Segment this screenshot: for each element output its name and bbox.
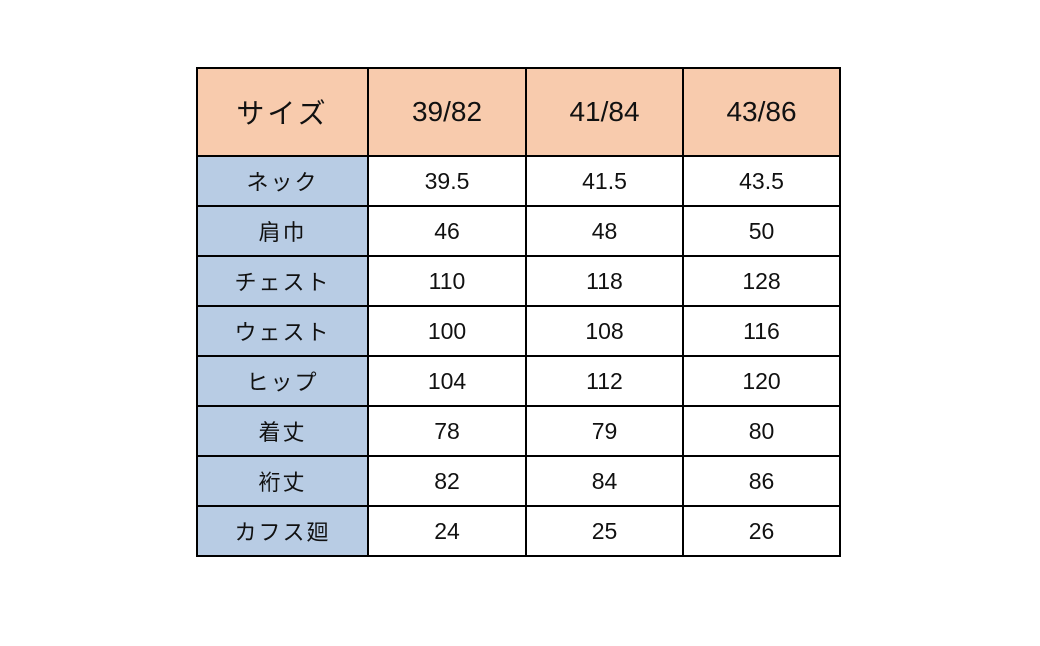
measurement-value-cell: 46 bbox=[367, 205, 527, 257]
measurement-value-cell: 79 bbox=[525, 405, 684, 457]
measurement-label-cell: 着丈 bbox=[196, 405, 369, 457]
measurement-value-cell: 50 bbox=[682, 205, 841, 257]
table-row: ウェスト 100 108 116 bbox=[196, 305, 841, 357]
measurement-value-cell: 48 bbox=[525, 205, 684, 257]
measurement-label-cell: 裄丈 bbox=[196, 455, 369, 507]
measurement-value-cell: 78 bbox=[367, 405, 527, 457]
measurement-label-cell: カフス廻 bbox=[196, 505, 369, 557]
measurement-value-cell: 118 bbox=[525, 255, 684, 307]
table-row: 着丈 78 79 80 bbox=[196, 405, 841, 457]
measurement-value-cell: 25 bbox=[525, 505, 684, 557]
table-row: ヒップ 104 112 120 bbox=[196, 355, 841, 407]
table-row: 肩巾 46 48 50 bbox=[196, 205, 841, 257]
measurement-value-cell: 112 bbox=[525, 355, 684, 407]
measurement-value-cell: 128 bbox=[682, 255, 841, 307]
measurement-label-cell: ウェスト bbox=[196, 305, 369, 357]
measurement-value-cell: 41.5 bbox=[525, 155, 684, 207]
measurement-value-cell: 108 bbox=[525, 305, 684, 357]
table-row: 裄丈 82 84 86 bbox=[196, 455, 841, 507]
measurement-value-cell: 24 bbox=[367, 505, 527, 557]
measurement-label-cell: ネック bbox=[196, 155, 369, 207]
measurement-value-cell: 120 bbox=[682, 355, 841, 407]
measurement-value-cell: 116 bbox=[682, 305, 841, 357]
measurement-value-cell: 39.5 bbox=[367, 155, 527, 207]
header-size-cell: 41/84 bbox=[525, 67, 684, 157]
measurement-label-cell: チェスト bbox=[196, 255, 369, 307]
size-chart-table: サイズ 39/82 41/84 43/86 ネック 39.5 41.5 43.5 肩巾 46 48 5… bbox=[196, 67, 841, 557]
header-row: サイズ 39/82 41/84 43/86 bbox=[196, 67, 841, 157]
measurement-value-cell: 26 bbox=[682, 505, 841, 557]
measurement-value-cell: 100 bbox=[367, 305, 527, 357]
table-row: チェスト 110 118 128 bbox=[196, 255, 841, 307]
measurement-value-cell: 104 bbox=[367, 355, 527, 407]
header-label-cell: サイズ bbox=[196, 67, 369, 157]
header-size-cell: 43/86 bbox=[682, 67, 841, 157]
header-size-cell: 39/82 bbox=[367, 67, 527, 157]
measurement-label-cell: 肩巾 bbox=[196, 205, 369, 257]
measurement-value-cell: 84 bbox=[525, 455, 684, 507]
table-row: カフス廻 24 25 26 bbox=[196, 505, 841, 557]
measurement-value-cell: 86 bbox=[682, 455, 841, 507]
table-row: ネック 39.5 41.5 43.5 bbox=[196, 155, 841, 207]
measurement-value-cell: 43.5 bbox=[682, 155, 841, 207]
measurement-value-cell: 82 bbox=[367, 455, 527, 507]
measurement-label-cell: ヒップ bbox=[196, 355, 369, 407]
measurement-value-cell: 110 bbox=[367, 255, 527, 307]
measurement-value-cell: 80 bbox=[682, 405, 841, 457]
